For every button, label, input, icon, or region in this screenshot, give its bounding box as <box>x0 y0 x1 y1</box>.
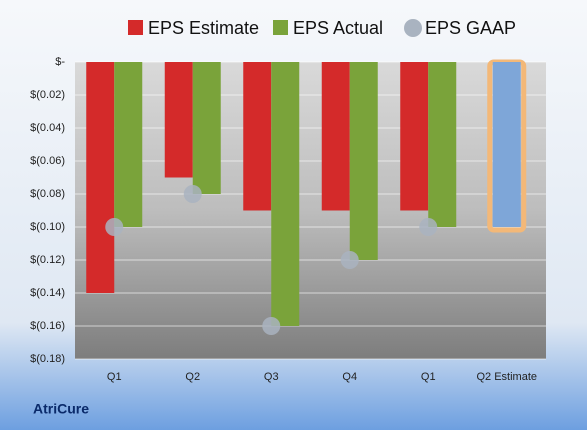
legend-label: EPS Estimate <box>148 18 259 38</box>
legend-label: EPS GAAP <box>425 18 516 38</box>
y-tick-label: $(0.12) <box>30 254 65 266</box>
x-tick-label: Q3 <box>264 371 279 383</box>
bar <box>192 62 221 194</box>
y-tick-label: $(0.10) <box>30 221 65 233</box>
y-tick-label: $(0.16) <box>30 320 65 332</box>
gaap-marker <box>262 317 281 335</box>
bar <box>86 62 115 293</box>
bar <box>114 62 143 227</box>
gaap-marker <box>183 185 202 203</box>
y-tick-label: $(0.02) <box>30 89 65 101</box>
x-tick-label: Q1 <box>107 371 122 383</box>
legend-marker <box>404 19 422 37</box>
legend-marker <box>128 20 143 35</box>
footer: AtriCure <box>33 401 89 417</box>
x-tick-label: Q1 <box>421 371 436 383</box>
bar <box>400 62 429 211</box>
legend-marker <box>273 20 288 35</box>
plot-area <box>75 62 546 359</box>
bar <box>164 62 193 178</box>
bar <box>428 62 457 227</box>
x-tick-label: Q2 Estimate <box>476 371 537 383</box>
gaap-marker <box>340 251 359 269</box>
bar <box>492 62 521 227</box>
bar <box>321 62 350 211</box>
y-tick-label: $(0.06) <box>30 155 65 167</box>
gaap-marker <box>105 218 124 236</box>
bar <box>271 62 300 326</box>
y-tick-label: $(0.18) <box>30 353 65 365</box>
y-tick-label: $(0.08) <box>30 188 65 200</box>
x-tick-label: Q2 <box>185 371 200 383</box>
y-tick-label: $(0.04) <box>30 122 65 134</box>
bar <box>349 62 378 260</box>
y-tick-label: $(0.14) <box>30 287 65 299</box>
y-tick-label: $- <box>55 56 65 68</box>
gaap-marker <box>419 218 438 236</box>
legend-label: EPS Actual <box>293 18 383 38</box>
x-tick-label: Q4 <box>342 371 357 383</box>
bar <box>243 62 272 211</box>
